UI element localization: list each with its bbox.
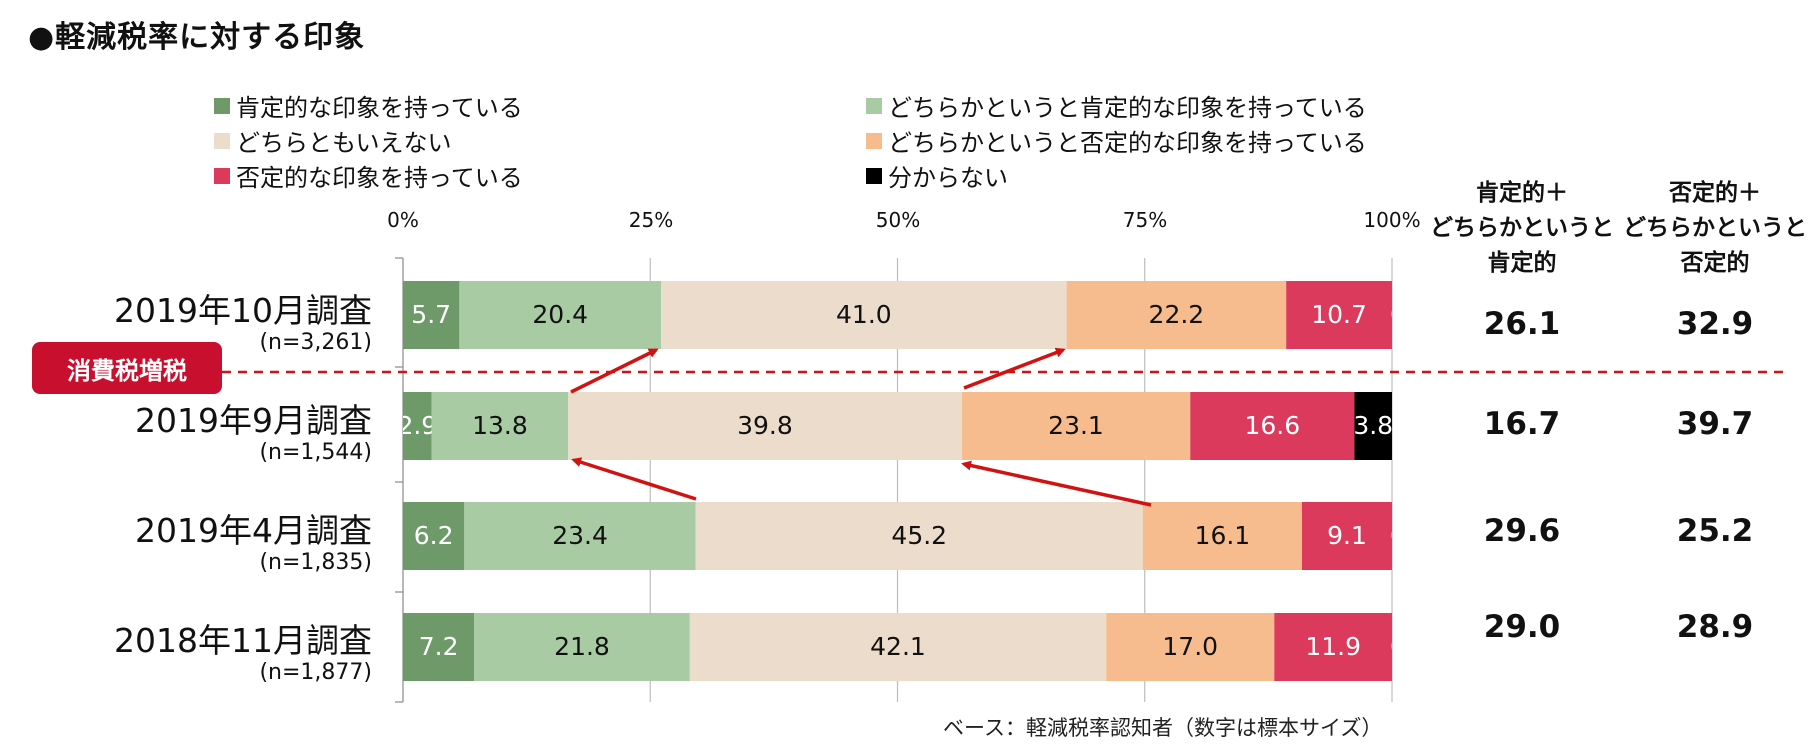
- positive-sum-value: 16.7: [1483, 406, 1561, 442]
- legend-label: 分からない: [888, 164, 1008, 192]
- positive-sum-value: 29.6: [1483, 513, 1561, 549]
- bar-segment: [1066, 281, 1287, 349]
- trend-arrow: [963, 347, 1066, 390]
- x-tick-label: 100%: [1363, 208, 1421, 232]
- bar-segment: [403, 392, 432, 460]
- legend-swatch: [866, 132, 882, 149]
- data-label: 3.8: [1353, 411, 1393, 440]
- bar-segment: [695, 502, 1143, 570]
- bar-segment: [1286, 281, 1392, 349]
- data-label: 6.2: [414, 521, 454, 550]
- row-sample-size: (n=1,544): [259, 440, 372, 465]
- legend-item-somewhat-negative: どちらかというと否定的な印象を持っている: [866, 123, 1367, 158]
- legend-label: 肯定的な印象を持っている: [236, 94, 523, 122]
- bar-segment: [403, 281, 460, 349]
- bar-segment: [431, 392, 569, 460]
- bar-segment: [1190, 392, 1355, 460]
- row-label-2018-11: 2018年11月調査 (n=1,877): [114, 622, 372, 686]
- bar-segment: [1302, 502, 1392, 570]
- legend-item-negative: 否定的な印象を持っている: [214, 158, 523, 193]
- trend-arrow: [571, 457, 697, 501]
- bar-segment: [403, 502, 465, 570]
- positive-sum-header: 肯定的＋ どちらかというと 肯定的: [1430, 180, 1614, 276]
- data-label: 11.9: [1305, 632, 1361, 661]
- row-label-2019-09: 2019年9月調査 (n=1,544): [135, 402, 372, 466]
- legend-label: どちらかというと否定的な印象を持っている: [888, 129, 1367, 157]
- bar-segment: [661, 281, 1067, 349]
- trend-arrow: [961, 460, 1152, 507]
- base-note: ベース：軽減税率認知者（数字は標本サイズ）: [943, 716, 1383, 740]
- data-label: 39.8: [737, 411, 793, 440]
- legend-swatch: [214, 97, 230, 114]
- data-label: 16.6: [1244, 411, 1300, 440]
- legend-swatch: [866, 167, 882, 184]
- data-label: 0: [1390, 632, 1406, 661]
- legend-item-neutral: どちらともいえない: [214, 123, 452, 158]
- legend-item-unknown: 分からない: [866, 158, 1008, 193]
- x-tick-label: 50%: [875, 208, 921, 232]
- row-label-2019-10: 2019年10月調査 (n=3,261): [114, 292, 372, 356]
- row-label-text: 2019年4月調査: [135, 511, 372, 550]
- tax-increase-badge: 消費税増税: [32, 342, 222, 394]
- negative-sum-value: 25.2: [1676, 513, 1754, 549]
- bar-segment: [459, 281, 662, 349]
- negative-sum-value: 32.9: [1676, 306, 1754, 342]
- row-label-text: 2019年10月調査: [114, 291, 372, 330]
- legend-item-somewhat-positive: どちらかというと肯定的な印象を持っている: [866, 88, 1367, 123]
- bar-segment: [568, 392, 962, 460]
- positive-sum-value: 26.1: [1483, 306, 1561, 342]
- negative-sum-value: 39.7: [1676, 406, 1754, 442]
- legend-label: どちらかというと肯定的な印象を持っている: [888, 94, 1367, 122]
- page-title: ●軽減税率に対する印象: [28, 20, 366, 55]
- bar-segment: [961, 392, 1191, 460]
- row-label-text: 2019年9月調査: [135, 401, 372, 440]
- legend-item-positive: 肯定的な印象を持っている: [214, 88, 523, 123]
- legend-swatch: [214, 167, 230, 184]
- data-label: 17.0: [1162, 632, 1218, 661]
- bar-segment: [474, 613, 690, 681]
- data-label: 22.2: [1149, 300, 1205, 329]
- data-label: 16.1: [1195, 521, 1251, 550]
- bar-segment: [1106, 613, 1275, 681]
- legend-swatch: [866, 97, 882, 114]
- row-label-2019-04: 2019年4月調査 (n=1,835): [135, 512, 372, 576]
- x-tick-label: 75%: [1122, 208, 1168, 232]
- row-label-text: 2018年11月調査: [114, 621, 372, 660]
- bar-segment: [1142, 502, 1303, 570]
- data-label: 0: [1390, 521, 1406, 550]
- x-tick-label: 25%: [628, 208, 674, 232]
- legend-label: 否定的な印象を持っている: [236, 164, 523, 192]
- data-label: 2.9: [397, 411, 437, 440]
- bar-segment: [689, 613, 1107, 681]
- data-label: 42.1: [870, 632, 926, 661]
- data-label: 20.4: [532, 300, 588, 329]
- data-label: 13.8: [472, 411, 528, 440]
- bar-segment: [1354, 392, 1392, 460]
- negative-sum-header: 否定的＋ どちらかというと 否定的: [1623, 180, 1807, 276]
- data-label: 0: [1390, 300, 1406, 329]
- negative-sum-value: 28.9: [1676, 609, 1754, 645]
- positive-sum-value: 29.0: [1483, 609, 1561, 645]
- data-label: 21.8: [554, 632, 610, 661]
- row-sample-size: (n=1,835): [259, 550, 372, 575]
- x-tick-label: 0%: [387, 208, 419, 232]
- data-label: 41.0: [836, 300, 892, 329]
- row-sample-size: (n=3,261): [259, 330, 372, 355]
- data-label: 10.7: [1311, 300, 1367, 329]
- data-label: 9.1: [1327, 521, 1367, 550]
- row-sample-size: (n=1,877): [259, 660, 372, 685]
- data-label: 23.4: [552, 521, 608, 550]
- data-label: 45.2: [891, 521, 947, 550]
- data-label: 23.1: [1048, 411, 1104, 440]
- bar-segment: [464, 502, 696, 570]
- data-label: 5.7: [411, 300, 451, 329]
- bar-segment: [403, 613, 475, 681]
- legend-label: どちらともいえない: [236, 129, 452, 157]
- legend-swatch: [214, 132, 230, 149]
- bar-segment: [1274, 613, 1392, 681]
- data-label: 7.2: [419, 632, 459, 661]
